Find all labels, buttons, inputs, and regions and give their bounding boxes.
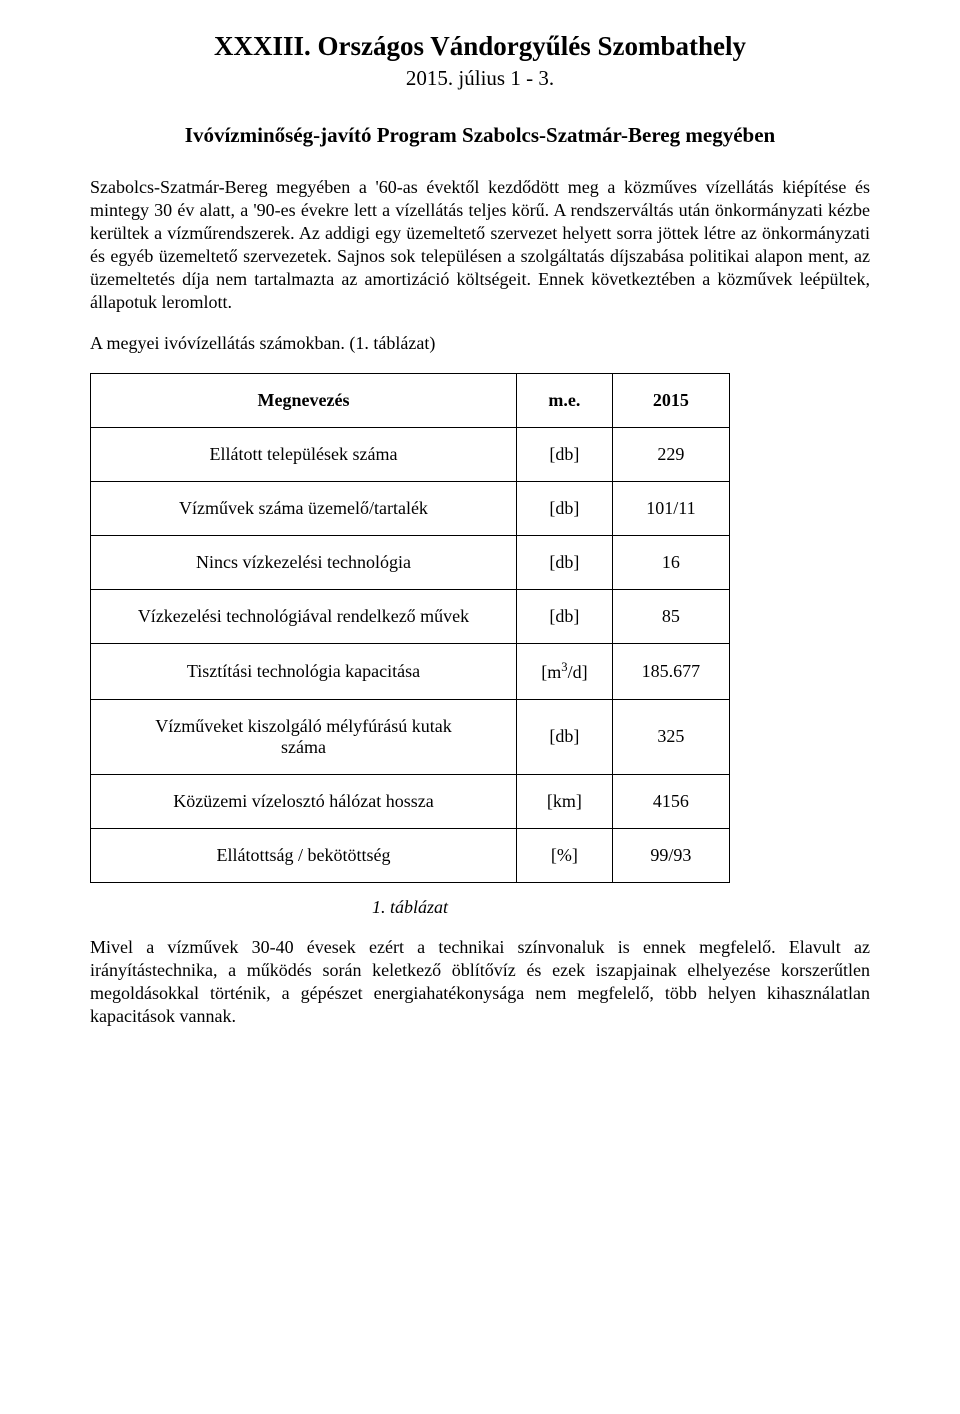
cell-name: Vízműveket kiszolgáló mélyfúrású kutak s… [91,699,517,774]
table-row: Közüzemi vízelosztó hálózat hossza [km] … [91,774,730,828]
cell-unit: [m3/d] [517,643,613,699]
table-row: Ellátott települések száma [db] 229 [91,427,730,481]
cell-name: Vízművek száma üzemelő/tartalék [91,481,517,535]
cell-name: Ellátott települések száma [91,427,517,481]
cell-unit: [db] [517,589,613,643]
paragraph-table-ref: A megyei ivóvízellátás számokban. (1. tá… [90,332,870,355]
cell-name: Tisztítási technológia kapacitása [91,643,517,699]
table-header-row: Megnevezés m.e. 2015 [91,373,730,427]
cell-name: Ellátottság / bekötöttség [91,828,517,882]
cell-name: Nincs vízkezelési technológia [91,535,517,589]
cell-unit: [%] [517,828,613,882]
cell-line1: Vízműveket kiszolgáló mélyfúrású kutak [155,716,451,736]
cell-name: Közüzemi vízelosztó hálózat hossza [91,774,517,828]
table-row: Tisztítási technológia kapacitása [m3/d]… [91,643,730,699]
cell-value: 325 [612,699,729,774]
page-title: XXXIII. Országos Vándorgyűlés Szombathel… [90,30,870,64]
cell-unit: [db] [517,427,613,481]
cell-value: 101/11 [612,481,729,535]
table-row: Ellátottság / bekötöttség [%] 99/93 [91,828,730,882]
cell-line2: száma [281,737,326,757]
table-row: Vízkezelési technológiával rendelkező mű… [91,589,730,643]
cell-value: 85 [612,589,729,643]
table-row: Nincs vízkezelési technológia [db] 16 [91,535,730,589]
section-heading: Ivóvízminőség-javító Program Szabolcs-Sz… [90,123,870,148]
th-unit: m.e. [517,373,613,427]
cell-unit: [db] [517,481,613,535]
cell-unit: [km] [517,774,613,828]
cell-unit: [db] [517,535,613,589]
cell-unit: [db] [517,699,613,774]
table-row: Vízműveket kiszolgáló mélyfúrású kutak s… [91,699,730,774]
cell-value: 99/93 [612,828,729,882]
cell-value: 16 [612,535,729,589]
page-subtitle: 2015. július 1 - 3. [90,66,870,91]
table-row: Vízművek száma üzemelő/tartalék [db] 101… [91,481,730,535]
unit-pre: [m [541,662,561,682]
th-year: 2015 [612,373,729,427]
unit-post: /d] [568,662,588,682]
cell-value: 4156 [612,774,729,828]
cell-value: 229 [612,427,729,481]
paragraph-intro: Szabolcs-Szatmár-Bereg megyében a '60-as… [90,176,870,314]
th-name: Megnevezés [91,373,517,427]
data-table: Megnevezés m.e. 2015 Ellátott települése… [90,373,730,883]
table-caption: 1. táblázat [90,897,730,918]
cell-name: Vízkezelési technológiával rendelkező mű… [91,589,517,643]
cell-value: 185.677 [612,643,729,699]
paragraph-footer: Mivel a vízművek 30-40 évesek ezért a te… [90,936,870,1028]
